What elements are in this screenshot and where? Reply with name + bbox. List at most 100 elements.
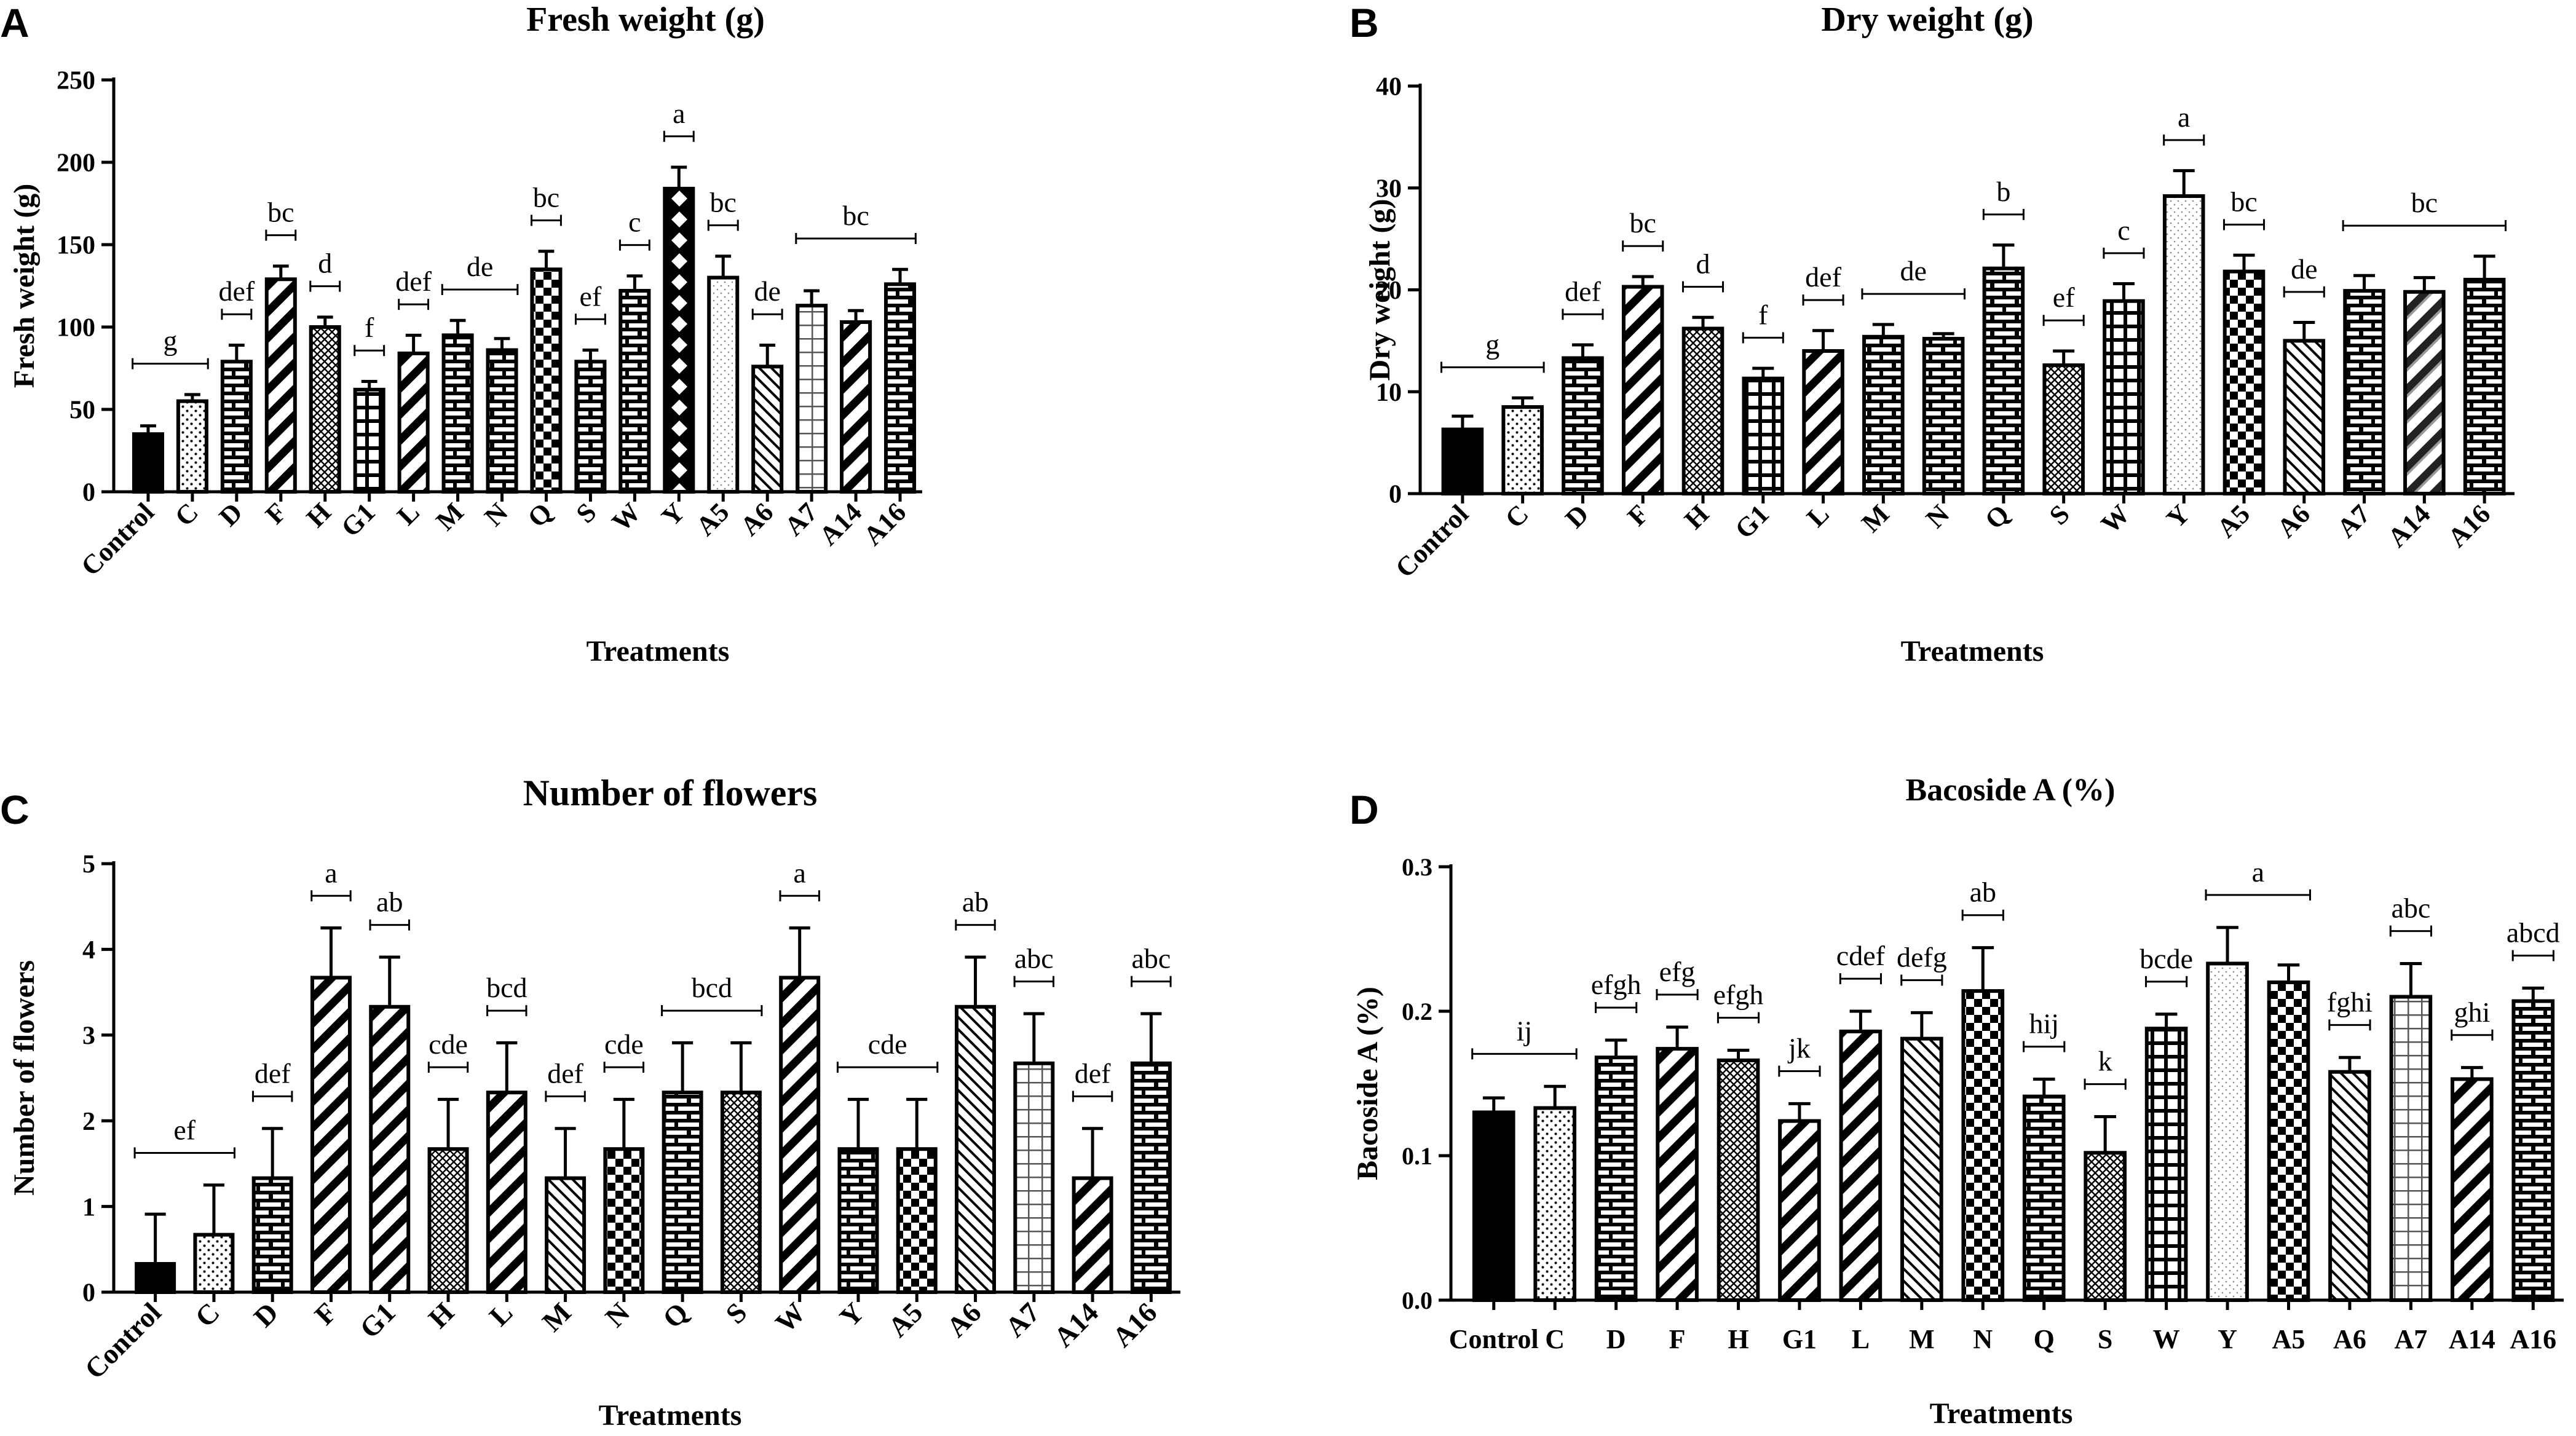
x-tick-label-d: D xyxy=(213,497,248,532)
x-tick-label-a6: A6 xyxy=(2271,499,2316,543)
x-tick-label-g1: G1 xyxy=(1729,499,1774,544)
bar-q xyxy=(2022,1094,2066,1303)
x-tick-label-s: S xyxy=(2098,1324,2112,1354)
significance-letter: c xyxy=(628,207,641,238)
bar-n xyxy=(603,1147,645,1295)
x-axis-label: Treatments xyxy=(587,635,730,668)
significance-letter: ef xyxy=(2053,282,2075,313)
bar-q xyxy=(530,267,563,494)
significance-letter: def xyxy=(218,275,255,307)
x-tick-label-control: Control xyxy=(1389,499,1474,583)
bar-h xyxy=(1717,1058,1760,1303)
bar-a7 xyxy=(2389,995,2433,1302)
bar-q xyxy=(662,1091,703,1294)
significance-letter: def xyxy=(255,1057,291,1089)
bar-w xyxy=(779,976,821,1294)
x-tick-label-a6: A6 xyxy=(735,497,780,542)
significance-letter: de xyxy=(1900,255,1927,286)
y-tick-label: 0.3 xyxy=(1402,853,1432,881)
bar-a16 xyxy=(884,282,917,494)
significance-letter: efgh xyxy=(1591,969,1642,1000)
x-tick-label-a6: A6 xyxy=(2333,1324,2366,1354)
y-axis-label: Dry weight (g) xyxy=(1364,199,1396,381)
significance-letter: efg xyxy=(1659,956,1696,987)
x-tick-label-n: N xyxy=(478,497,513,532)
significance-letter: b xyxy=(1996,176,2010,207)
y-tick-label: 4 xyxy=(82,936,95,965)
x-tick-label-a14: A14 xyxy=(1048,1296,1104,1353)
bar-y xyxy=(2162,194,2205,495)
bar-g1 xyxy=(369,1004,411,1294)
bar-h xyxy=(427,1147,469,1295)
bar-a5 xyxy=(2267,980,2310,1302)
y-tick-label: 3 xyxy=(82,1022,95,1051)
x-tick-label-n: N xyxy=(599,1296,636,1333)
bar-a6 xyxy=(2328,1070,2371,1302)
chart-title: Number of flowers xyxy=(523,773,818,813)
chart-title: Bacoside A (%) xyxy=(1906,773,2116,808)
x-tick-label-s: S xyxy=(719,1296,753,1330)
x-tick-label-control: Control xyxy=(79,1296,167,1385)
bar-control xyxy=(135,1261,176,1295)
bar-c xyxy=(176,399,208,494)
y-tick-label: 0.0 xyxy=(1402,1287,1432,1314)
bar-y xyxy=(2206,961,2249,1302)
x-tick-label-control: Control xyxy=(1449,1324,1539,1354)
y-tick-label: 10 xyxy=(1376,379,1402,407)
x-tick-label-a5: A5 xyxy=(882,1296,928,1343)
x-tick-label-a5: A5 xyxy=(2272,1324,2305,1354)
x-tick-label-a7: A7 xyxy=(2331,499,2376,543)
y-tick-label: 0 xyxy=(82,479,95,507)
x-tick-label-l: L xyxy=(483,1296,519,1332)
x-tick-label-c: C xyxy=(1545,1324,1565,1354)
significance-letter: fghi xyxy=(2327,986,2373,1017)
bar-n xyxy=(486,348,518,494)
x-tick-label-h: H xyxy=(422,1296,460,1335)
significance-letter: k xyxy=(2098,1046,2112,1077)
significance-letter: f xyxy=(365,312,374,343)
significance-letter: bc xyxy=(710,187,737,218)
panel-letter: B xyxy=(1349,0,1379,45)
y-tick-label: 30 xyxy=(1376,175,1402,203)
x-tick-label-m: M xyxy=(1909,1324,1935,1354)
significance-letter: abc xyxy=(1131,943,1171,974)
x-tick-label-y: Y xyxy=(2160,499,2195,534)
bar-d xyxy=(1562,356,1604,495)
x-axis-label: Treatments xyxy=(1901,635,2044,668)
x-tick-label-l: L xyxy=(391,497,425,531)
x-tick-label-c: C xyxy=(1499,499,1535,534)
y-tick-label: 100 xyxy=(57,314,95,342)
x-tick-label-a14: A14 xyxy=(813,497,867,551)
bar-a7 xyxy=(1013,1061,1055,1294)
x-tick-label-a14: A14 xyxy=(2449,1324,2495,1354)
bar-a5 xyxy=(2222,269,2266,495)
bar-a14 xyxy=(2403,290,2446,495)
bar-a16 xyxy=(2511,999,2555,1303)
bar-h xyxy=(1681,326,1725,495)
significance-letter: ef xyxy=(580,280,602,312)
significance-letter: f xyxy=(1758,299,1768,330)
bar-control xyxy=(1441,427,1484,496)
bar-s xyxy=(2042,363,2085,496)
significance-letter: d xyxy=(1696,248,1710,280)
significance-letter: de xyxy=(467,251,493,282)
panel-letter: D xyxy=(1349,787,1379,832)
significance-letter: efgh xyxy=(1713,979,1764,1011)
bar-l xyxy=(1839,1029,1883,1303)
x-tick-label-l: L xyxy=(1801,499,1835,532)
x-tick-label-y: Y xyxy=(833,1296,870,1333)
y-tick-label: 1 xyxy=(82,1193,95,1221)
bar-a16 xyxy=(1130,1061,1172,1294)
y-tick-label: 0.2 xyxy=(1402,998,1432,1025)
bar-c xyxy=(1533,1106,1576,1302)
bar-f xyxy=(264,277,297,494)
significance-letter: bc xyxy=(842,200,869,231)
x-tick-label-s: S xyxy=(571,497,603,529)
significance-letter: g xyxy=(1485,328,1499,360)
x-tick-label-y: Y xyxy=(2218,1324,2237,1354)
y-tick-label: 150 xyxy=(57,232,95,260)
bar-a5 xyxy=(707,275,740,494)
y-axis-label: Bacoside A (%) xyxy=(1351,987,1384,1180)
x-tick-label-a16: A16 xyxy=(2442,499,2496,553)
